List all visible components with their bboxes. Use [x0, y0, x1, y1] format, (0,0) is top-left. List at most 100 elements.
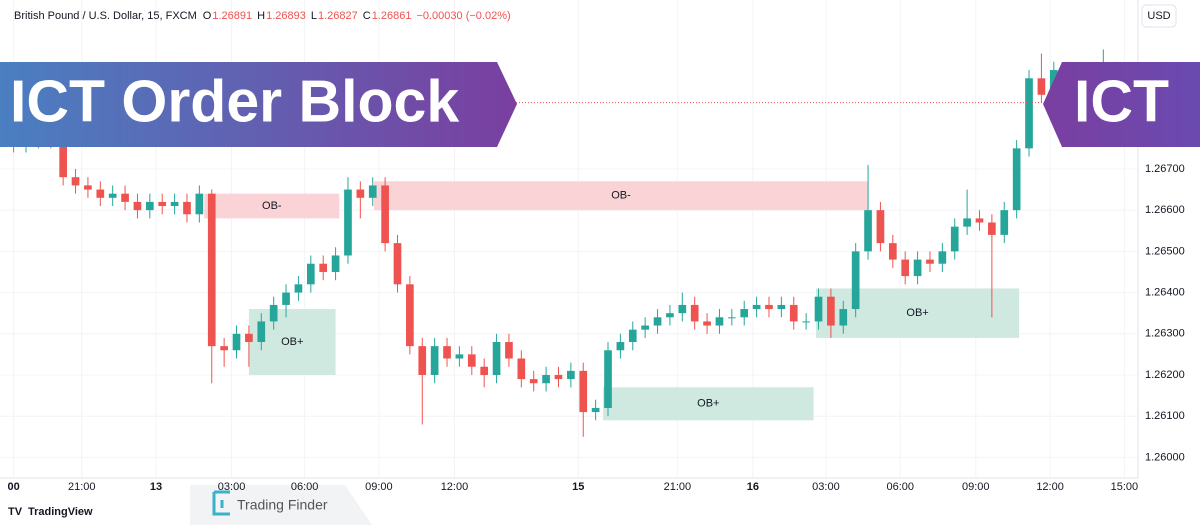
candle-body: [170, 201, 179, 207]
x-tick-label: 16: [747, 481, 759, 493]
candle-body: [567, 370, 575, 380]
order-block-label: OB-: [611, 190, 631, 202]
ohlc-h-label: H: [257, 10, 265, 22]
ohlc-o-label: O: [203, 10, 212, 22]
ohlc-l: 1.26827: [318, 10, 358, 22]
candle-body: [183, 201, 191, 215]
ohlc-h: 1.26893: [266, 10, 306, 22]
order-block-label: OB+: [697, 398, 719, 410]
candle-body: [827, 296, 835, 326]
candle-body: [752, 304, 761, 310]
banner-right: [1043, 62, 1200, 147]
candle-body: [393, 243, 402, 285]
watermark: Trading Finder: [237, 497, 328, 513]
candle-body: [703, 321, 711, 326]
x-tick-label: 15:00: [1111, 481, 1139, 493]
candle-body: [381, 185, 389, 244]
tv-logo-mark: TV: [8, 506, 23, 518]
x-tick-label: 03:00: [812, 481, 840, 493]
candle-body: [282, 292, 290, 305]
watermark-icon: [212, 490, 230, 516]
x-tick-label: 03:00: [218, 481, 246, 493]
candle-body: [59, 140, 67, 178]
currency[interactable]: USD: [1147, 10, 1170, 22]
candle-body: [257, 321, 266, 343]
x-tick-label: 06:00: [291, 481, 319, 493]
candle-body: [604, 350, 612, 408]
candle-body: [591, 407, 600, 413]
y-tick-label: 1.26200: [1145, 369, 1185, 381]
order-block-label: OB-: [262, 200, 282, 212]
candle-body: [207, 193, 216, 347]
candle-body: [406, 284, 414, 347]
candle-body: [616, 342, 625, 351]
candle-body: [443, 346, 451, 359]
candle-body: [232, 333, 241, 351]
candle-body: [455, 354, 464, 359]
candle-body: [269, 304, 278, 322]
x-tick-label: 09:00: [365, 481, 393, 493]
order-block-label: OB+: [906, 307, 928, 319]
candle-body: [628, 329, 637, 343]
x-tick-label: 21:00: [68, 481, 96, 493]
candle-body: [306, 263, 315, 285]
watermark-box: [190, 485, 372, 525]
x-tick-label: 09:00: [962, 481, 990, 493]
order-block-zone: [204, 193, 340, 219]
candle-body: [467, 354, 476, 367]
candle-body: [641, 325, 649, 330]
candle-body: [901, 259, 910, 277]
candle-body: [220, 346, 228, 351]
candle-body: [1025, 78, 1033, 149]
ohlc-o: 1.26891: [212, 10, 252, 22]
candle-body: [579, 370, 588, 413]
candle-body: [356, 189, 365, 198]
candle-body: [505, 342, 513, 359]
candle-body: [715, 317, 724, 326]
candle-body: [331, 255, 340, 272]
x-tick-label: 12:00: [1036, 481, 1064, 493]
candle-body: [765, 304, 773, 310]
ohlc-l-label: L: [311, 10, 317, 22]
candle-body: [1012, 148, 1021, 211]
candle-body: [802, 321, 810, 323]
candle-body: [963, 218, 971, 227]
candle-body: [938, 251, 947, 264]
ohlc-change: −0.00030 (−0.02%): [416, 10, 510, 22]
candle-body: [542, 374, 550, 384]
candle-body: [480, 366, 489, 375]
candle-body: [727, 317, 736, 319]
candle-body: [121, 193, 129, 202]
tv-logo: TradingView: [28, 506, 93, 518]
banner-left: [0, 62, 517, 147]
x-tick-label: 13: [150, 481, 162, 493]
candle-body: [195, 193, 204, 215]
candle-body: [145, 201, 154, 211]
candle-body: [96, 189, 105, 198]
candle-body: [913, 259, 922, 277]
candle-body: [319, 263, 328, 272]
candle-body: [851, 251, 860, 310]
candle-body: [71, 177, 80, 186]
candle-body: [133, 201, 142, 211]
candle-body: [777, 304, 786, 310]
y-tick-label: 1.26100: [1145, 410, 1185, 422]
candle-body: [653, 317, 662, 326]
currency-button[interactable]: [1141, 4, 1177, 28]
candle-body: [926, 259, 934, 264]
y-tick-label: 1.26600: [1145, 204, 1185, 216]
x-tick-label: 12:00: [441, 481, 469, 493]
candle-body: [814, 296, 823, 322]
candle-body: [988, 222, 996, 235]
candle-body: [344, 189, 352, 256]
y-tick-label: 1.26500: [1145, 245, 1185, 257]
y-tick-label: 1.26300: [1145, 328, 1185, 340]
x-tick-label: 15: [572, 481, 584, 493]
candle-body: [876, 210, 885, 244]
candle-body: [789, 304, 798, 322]
candle-body: [1000, 210, 1009, 235]
candle-body: [368, 185, 377, 198]
candle-body: [554, 374, 563, 380]
ohlc-c: 1.26861: [372, 10, 412, 22]
y-tick-label: 1.26700: [1145, 163, 1185, 175]
